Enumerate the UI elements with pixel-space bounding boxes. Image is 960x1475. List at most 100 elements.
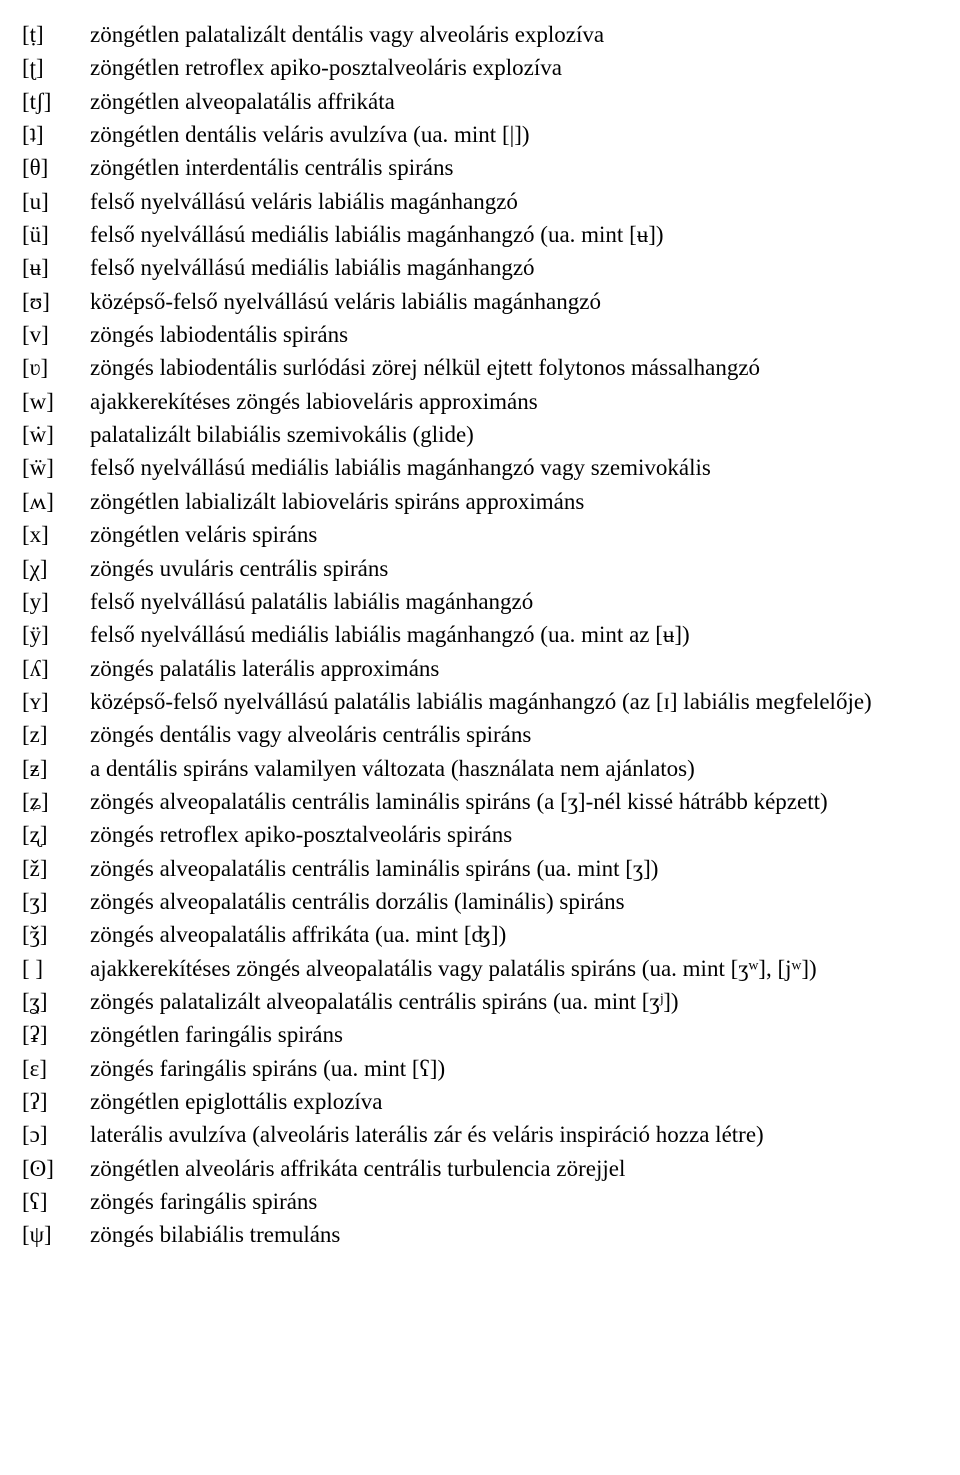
entry-description: ajakkerekítéses zöngés labioveláris appr… [90, 385, 938, 418]
entry-symbol: [w] [22, 385, 90, 418]
entry-symbol: [y] [22, 585, 90, 618]
entry-symbol: [u] [22, 185, 90, 218]
glossary-entry: [ʔ]zöngétlen epiglottális explozíva [22, 1085, 938, 1118]
glossary-entry: [ž]zöngés alveopalatális centrális lamin… [22, 852, 938, 885]
entry-symbol: [ψ] [22, 1218, 90, 1251]
entry-description: zöngétlen interdentális centrális spirán… [90, 151, 938, 184]
entry-symbol: [χ] [22, 552, 90, 585]
entry-symbol: [ʘ] [22, 1152, 90, 1185]
glossary-entry: [u]felső nyelvállású veláris labiális ma… [22, 185, 938, 218]
entry-symbol: [ž] [22, 852, 90, 885]
glossary-entry: [x]zöngétlen veláris spiráns [22, 518, 938, 551]
entry-symbol: [ʇ] [22, 118, 90, 151]
glossary-entry: [ʒ]zöngés alveopalatális centrális dorzá… [22, 885, 938, 918]
entry-description: felső nyelvállású veláris labiális magán… [90, 185, 938, 218]
entry-symbol: [ʔ] [22, 1085, 90, 1118]
glossary-entry: [ṭ]zöngétlen palatalizált dentális vagy … [22, 18, 938, 51]
entry-description: zöngés alveopalatális centrális lamináli… [90, 785, 938, 818]
entry-description: zöngés bilabiális tremuláns [90, 1218, 938, 1251]
glossary-entry: [ʓ]zöngés palatalizált alveopalatális ce… [22, 985, 938, 1018]
glossary-entry: [tʃ]zöngétlen alveopalatális affrikáta [22, 85, 938, 118]
entry-description: középső-felső nyelvállású palatális labi… [90, 685, 938, 718]
entry-description: felső nyelvállású mediális labiális magá… [90, 251, 938, 284]
glossary-entry: [ɔ]laterális avulzíva (alveoláris laterá… [22, 1118, 938, 1151]
glossary-entry: [χ]zöngés uvuláris centrális spiráns [22, 552, 938, 585]
entry-description: zöngétlen retroflex apiko-posztalveolári… [90, 51, 938, 84]
entry-description: zöngés labiodentális surlódási zörej nél… [90, 351, 938, 384]
glossary-entry: [ʏ]középső-felső nyelvállású palatális l… [22, 685, 938, 718]
entry-description: zöngétlen alveoláris affrikáta centrális… [90, 1152, 938, 1185]
entry-symbol: [ʓ] [22, 985, 90, 1018]
entry-description: zöngétlen palatalizált dentális vagy alv… [90, 18, 938, 51]
glossary-entry: [ƶ]a dentális spiráns valamilyen változa… [22, 752, 938, 785]
entry-description: palatalizált bilabiális szemivokális (gl… [90, 418, 938, 451]
glossary-entry: [ʉ]felső nyelvállású mediális labiális m… [22, 251, 938, 284]
entry-description: zöngés uvuláris centrális spiráns [90, 552, 938, 585]
entry-description: laterális avulzíva (alveoláris laterális… [90, 1118, 938, 1151]
entry-description: zöngétlen epiglottális explozíva [90, 1085, 938, 1118]
glossary-entry: [ʎ]zöngés palatális laterális approximán… [22, 652, 938, 685]
entry-description: középső-felső nyelvállású veláris labiál… [90, 285, 938, 318]
entry-symbol: [ʡ] [22, 1018, 90, 1051]
entry-description: zöngés palatalizált alveopalatális centr… [90, 985, 938, 1018]
glossary-entry: [z]zöngés dentális vagy alveoláris centr… [22, 718, 938, 751]
entry-description: zöngés dentális vagy alveoláris centráli… [90, 718, 938, 751]
entry-symbol: [ɔ] [22, 1118, 90, 1151]
entry-symbol: [ʍ] [22, 485, 90, 518]
entry-symbol: [ṭ] [22, 18, 90, 51]
entry-description: zöngétlen veláris spiráns [90, 518, 938, 551]
entry-description: zöngés alveopalatális affrikáta (ua. min… [90, 918, 938, 951]
ipa-glossary: [ṭ]zöngétlen palatalizált dentális vagy … [0, 0, 960, 1292]
entry-symbol: [ʏ] [22, 685, 90, 718]
entry-description: a dentális spiráns valamilyen változata … [90, 752, 938, 785]
glossary-entry: [ψ]zöngés bilabiális tremuláns [22, 1218, 938, 1251]
entry-symbol: [ü] [22, 218, 90, 251]
entry-symbol: [θ] [22, 151, 90, 184]
glossary-entry: [ʐ]zöngés retroflex apiko-posztalveolári… [22, 818, 938, 851]
glossary-entry: [ʡ]zöngétlen faringális spiráns [22, 1018, 938, 1051]
entry-symbol: [ɛ] [22, 1052, 90, 1085]
entry-symbol: [ʕ] [22, 1185, 90, 1218]
entry-description: zöngés retroflex apiko-posztalveoláris s… [90, 818, 938, 851]
entry-symbol: [ǯ] [22, 918, 90, 951]
glossary-entry: [ʈ]zöngétlen retroflex apiko-posztalveol… [22, 51, 938, 84]
entry-symbol: [ʈ] [22, 51, 90, 84]
entry-symbol: [ÿ] [22, 618, 90, 651]
entry-description: felső nyelvállású mediális labiális magá… [90, 451, 938, 484]
entry-description: zöngés labiodentális spiráns [90, 318, 938, 351]
entry-description: felső nyelvállású mediális labiális magá… [90, 218, 938, 251]
entry-symbol: [v] [22, 318, 90, 351]
glossary-entry: [ʊ]középső-felső nyelvállású veláris lab… [22, 285, 938, 318]
entry-description: zöngés faringális spiráns [90, 1185, 938, 1218]
glossary-entry: [ü]felső nyelvállású mediális labiális m… [22, 218, 938, 251]
entry-symbol: [ẇ] [22, 418, 90, 451]
entry-symbol: [ʑ] [22, 785, 90, 818]
glossary-entry: [θ]zöngétlen interdentális centrális spi… [22, 151, 938, 184]
entry-symbol: [ƶ] [22, 752, 90, 785]
entry-symbol: [x] [22, 518, 90, 551]
entry-description: zöngés alveopalatális centrális lamináli… [90, 852, 938, 885]
glossary-entry: [v]zöngés labiodentális spiráns [22, 318, 938, 351]
entry-symbol: [ ] [22, 952, 90, 985]
entry-symbol: [tʃ] [22, 85, 90, 118]
entry-description: zöngétlen labializált labioveláris spirá… [90, 485, 938, 518]
entry-description: zöngétlen dentális veláris avulzíva (ua.… [90, 118, 938, 151]
glossary-entry: [ʕ]zöngés faringális spiráns [22, 1185, 938, 1218]
entry-description: ajakkerekítéses zöngés alveopalatális va… [90, 952, 938, 985]
entry-description: zöngés alveopalatális centrális dorzális… [90, 885, 938, 918]
entry-description: zöngétlen faringális spiráns [90, 1018, 938, 1051]
glossary-entry: [ʇ]zöngétlen dentális veláris avulzíva (… [22, 118, 938, 151]
glossary-entry: [ʋ]zöngés labiodentális surlódási zörej … [22, 351, 938, 384]
glossary-entry: [ʑ]zöngés alveopalatális centrális lamin… [22, 785, 938, 818]
glossary-entry: [ɛ]zöngés faringális spiráns (ua. mint [… [22, 1052, 938, 1085]
entry-description: zöngés palatális laterális approximáns [90, 652, 938, 685]
entry-description: felső nyelvállású mediális labiális magá… [90, 618, 938, 651]
glossary-entry: [ǯ]zöngés alveopalatális affrikáta (ua. … [22, 918, 938, 951]
entry-description: felső nyelvállású palatális labiális mag… [90, 585, 938, 618]
glossary-entry: [ẇ]palatalizált bilabiális szemivokális … [22, 418, 938, 451]
glossary-entry: [ʘ]zöngétlen alveoláris affrikáta centrá… [22, 1152, 938, 1185]
glossary-entry: [w]ajakkerekítéses zöngés labioveláris a… [22, 385, 938, 418]
entry-description: zöngés faringális spiráns (ua. mint [ʕ]) [90, 1052, 938, 1085]
glossary-entry: [ ]ajakkerekítéses zöngés alveopalatális… [22, 952, 938, 985]
glossary-entry: [ʍ]zöngétlen labializált labioveláris sp… [22, 485, 938, 518]
